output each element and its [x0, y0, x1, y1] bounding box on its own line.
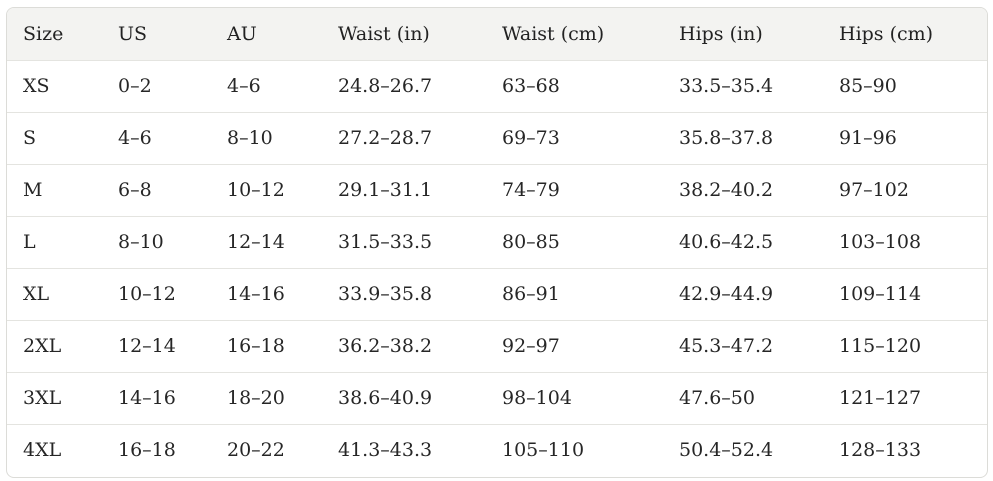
- table-row: XL 10–12 14–16 33.9–35.8 86–91 42.9–44.9…: [7, 268, 987, 320]
- cell-au: 4–6: [227, 75, 261, 97]
- cell-waist-in: 41.3–43.3: [338, 439, 433, 462]
- cell-waist-in: 24.8–26.7: [338, 75, 433, 97]
- cell-waist-cm: 74–79: [502, 179, 560, 201]
- header-us: US: [118, 22, 148, 45]
- table-row: 2XL 12–14 16–18 36.2–38.2 92–97 45.3–47.…: [7, 320, 987, 372]
- cell-us: 0–2: [118, 75, 152, 97]
- cell-waist-in: 29.1–31.1: [338, 179, 433, 201]
- cell-waist-cm: 69–73: [502, 127, 560, 149]
- cell-waist-cm: 92–97: [502, 335, 560, 357]
- cell-us: 8–10: [118, 231, 164, 253]
- cell-hips-in: 45.3–47.2: [679, 335, 774, 357]
- cell-hips-cm: 115–120: [839, 335, 922, 357]
- cell-hips-in: 42.9–44.9: [679, 283, 774, 305]
- header-waist-cm: Waist (cm): [502, 22, 605, 45]
- cell-size: 4XL: [23, 439, 62, 462]
- cell-hips-cm: 103–108: [839, 231, 922, 253]
- cell-hips-cm: 109–114: [839, 283, 922, 305]
- cell-hips-in: 50.4–52.4: [679, 439, 774, 462]
- table-row: 3XL 14–16 18–20 38.6–40.9 98–104 47.6–50…: [7, 372, 987, 424]
- cell-us: 4–6: [118, 127, 152, 149]
- cell-waist-in: 31.5–33.5: [338, 231, 433, 253]
- cell-hips-in: 47.6–50: [679, 387, 755, 409]
- header-row: Size US AU Waist (in) Waist (cm) Hips (i…: [7, 8, 987, 60]
- table-row: M 6–8 10–12 29.1–31.1 74–79 38.2–40.2 97…: [7, 164, 987, 216]
- cell-us: 14–16: [118, 387, 176, 409]
- cell-au: 20–22: [227, 439, 285, 462]
- cell-size: S: [23, 127, 37, 149]
- cell-waist-cm: 98–104: [502, 387, 572, 409]
- cell-us: 12–14: [118, 335, 176, 357]
- cell-hips-cm: 121–127: [839, 387, 922, 409]
- cell-us: 16–18: [118, 439, 176, 462]
- size-chart-table-card: Size US AU Waist (in) Waist (cm) Hips (i…: [6, 7, 988, 478]
- cell-size: L: [23, 231, 36, 253]
- cell-au: 12–14: [227, 231, 285, 253]
- cell-au: 18–20: [227, 387, 285, 409]
- cell-waist-cm: 86–91: [502, 283, 560, 305]
- cell-au: 14–16: [227, 283, 285, 305]
- cell-size: 3XL: [23, 387, 62, 409]
- cell-hips-cm: 128–133: [839, 439, 922, 462]
- cell-hips-in: 33.5–35.4: [679, 75, 774, 97]
- header-hips-cm: Hips (cm): [839, 22, 934, 45]
- size-chart-table: Size US AU Waist (in) Waist (cm) Hips (i…: [7, 8, 987, 476]
- cell-size: XS: [23, 75, 50, 97]
- cell-waist-in: 38.6–40.9: [338, 387, 433, 409]
- header-size: Size: [23, 22, 64, 45]
- cell-size: M: [23, 179, 43, 201]
- cell-waist-cm: 105–110: [502, 439, 585, 462]
- cell-size: 2XL: [23, 335, 62, 357]
- header-au: AU: [227, 22, 257, 45]
- table-row: S 4–6 8–10 27.2–28.7 69–73 35.8–37.8 91–…: [7, 112, 987, 164]
- cell-waist-in: 33.9–35.8: [338, 283, 433, 305]
- cell-hips-cm: 97–102: [839, 179, 909, 201]
- cell-hips-cm: 85–90: [839, 75, 897, 97]
- cell-hips-cm: 91–96: [839, 127, 897, 149]
- header-hips-in: Hips (in): [679, 22, 763, 45]
- cell-waist-in: 27.2–28.7: [338, 127, 433, 149]
- table-row: XS 0–2 4–6 24.8–26.7 63–68 33.5–35.4 85–…: [7, 60, 987, 112]
- table-header: Size US AU Waist (in) Waist (cm) Hips (i…: [7, 8, 987, 60]
- cell-waist-cm: 63–68: [502, 75, 560, 97]
- table-row: L 8–10 12–14 31.5–33.5 80–85 40.6–42.5 1…: [7, 216, 987, 268]
- cell-us: 10–12: [118, 283, 176, 305]
- cell-hips-in: 38.2–40.2: [679, 179, 774, 201]
- cell-au: 8–10: [227, 127, 273, 149]
- table-body: XS 0–2 4–6 24.8–26.7 63–68 33.5–35.4 85–…: [7, 60, 987, 476]
- cell-au: 10–12: [227, 179, 285, 201]
- cell-hips-in: 35.8–37.8: [679, 127, 774, 149]
- cell-us: 6–8: [118, 179, 152, 201]
- table-row: 4XL 16–18 20–22 41.3–43.3 105–110 50.4–5…: [7, 424, 987, 476]
- cell-size: XL: [23, 283, 50, 305]
- header-waist-in: Waist (in): [338, 22, 430, 45]
- cell-waist-cm: 80–85: [502, 231, 560, 253]
- cell-waist-in: 36.2–38.2: [338, 335, 433, 357]
- cell-au: 16–18: [227, 335, 285, 357]
- cell-hips-in: 40.6–42.5: [679, 231, 774, 253]
